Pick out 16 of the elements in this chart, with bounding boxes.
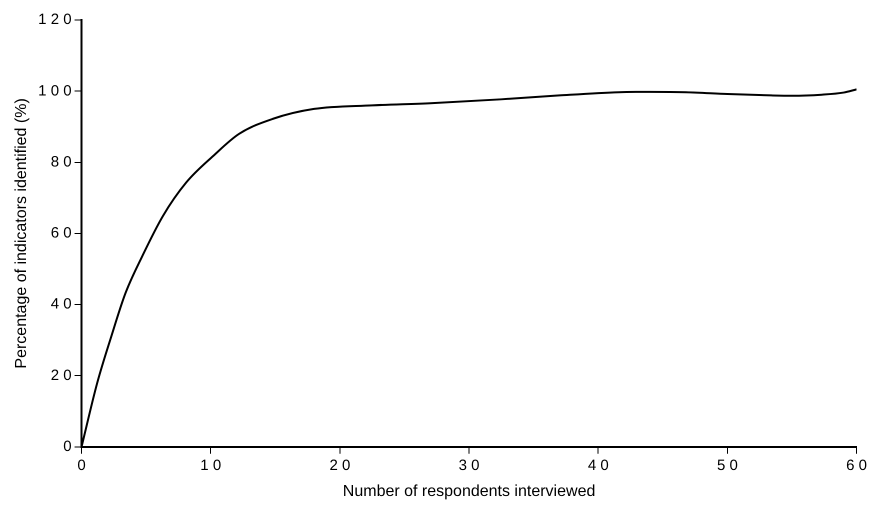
x-tick-label: 6 0 — [846, 456, 868, 474]
y-tick-label: 1 2 0 — [38, 11, 72, 28]
y-tick-label: 4 0 — [50, 296, 72, 313]
x-tick-label: 3 0 — [458, 456, 480, 474]
x-tick-label: 2 0 — [329, 456, 350, 474]
y-tick-label: 0 — [63, 438, 72, 455]
y-tick-label: 2 0 — [50, 366, 72, 384]
y-tick-label: 8 0 — [50, 153, 72, 170]
x-axis-title: Number of respondents interviewed — [342, 482, 596, 500]
y-tick-label: 1 0 0 — [38, 82, 72, 100]
x-tick-label: 1 0 — [200, 456, 222, 474]
y-tick-label: 6 0 — [50, 224, 72, 242]
y-axis-title: Percentage of indicators identified (%) — [13, 98, 30, 369]
x-tick-label: 5 0 — [716, 456, 738, 474]
x-tick-label: 4 0 — [588, 456, 609, 474]
x-tick-label: 0 — [77, 456, 86, 474]
